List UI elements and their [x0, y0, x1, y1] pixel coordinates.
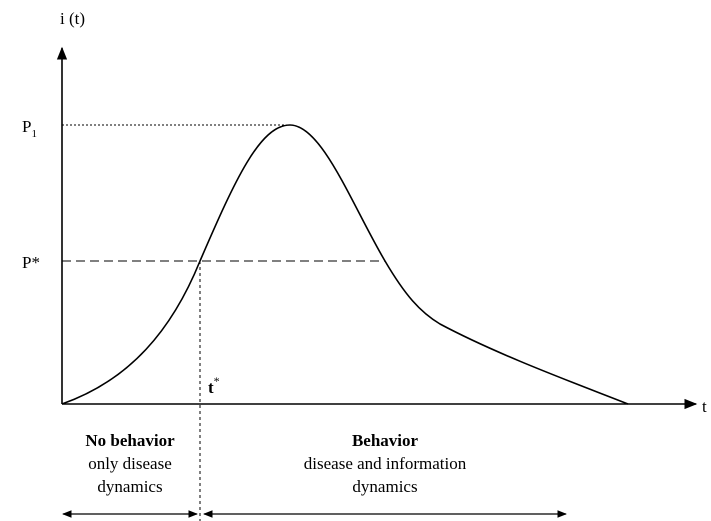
phase-line: only disease: [88, 454, 172, 473]
y-axis-label: i (t): [60, 9, 85, 28]
phase-line: disease and information: [304, 454, 467, 473]
p1-label: P1: [22, 117, 37, 140]
p1-base: P: [22, 117, 31, 136]
phase-line: dynamics: [97, 477, 162, 496]
phase-title: Behavior: [352, 431, 419, 450]
x-axis-label: t: [702, 397, 707, 416]
phase-line: dynamics: [352, 477, 417, 496]
phase-title: No behavior: [85, 431, 175, 450]
t-star-label: t*: [208, 374, 220, 397]
p1-sub: 1: [31, 128, 37, 140]
p-star-label: P*: [22, 253, 40, 272]
t-star-base: t: [208, 378, 214, 397]
infection-curve: [61, 124, 629, 405]
t-star-sup: *: [214, 374, 220, 388]
